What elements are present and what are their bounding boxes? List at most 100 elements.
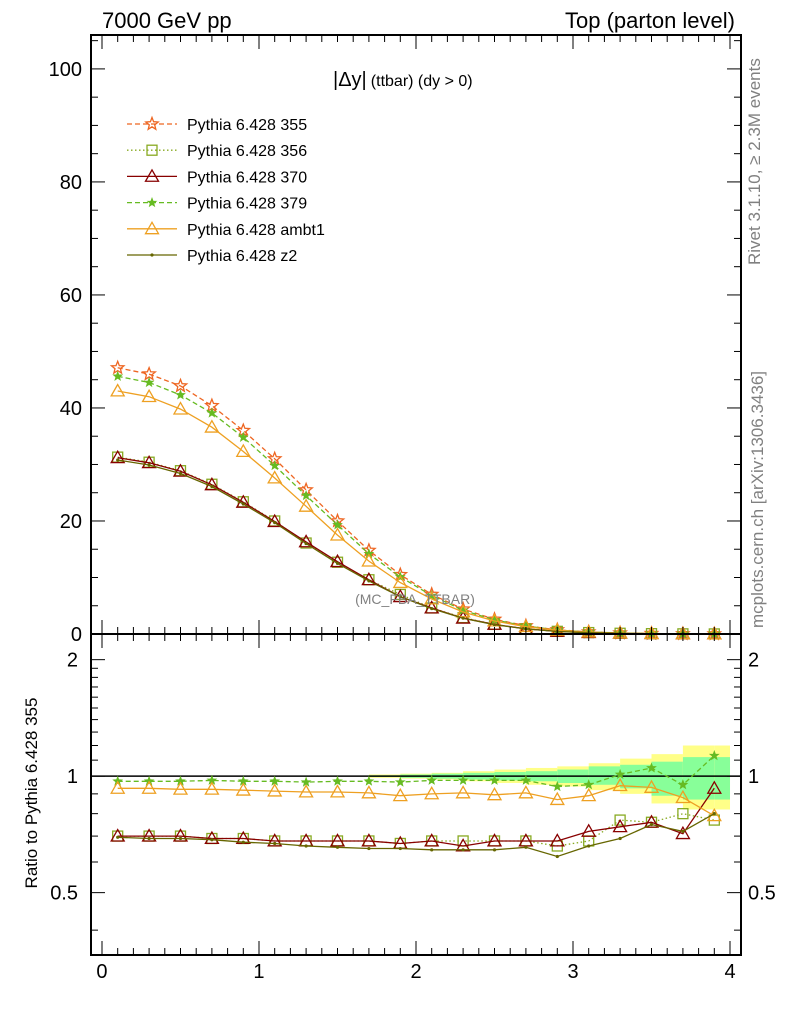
ratio-point: [424, 833, 440, 847]
x-tick-label: 3: [567, 961, 578, 983]
ratio-point: [675, 825, 691, 840]
legend-label: Pythia 6.428 379: [187, 196, 307, 213]
x-tick-label: 1: [253, 961, 264, 983]
legend-item: Pythia 6.428 379: [127, 196, 307, 213]
ratio-series-layer: [91, 749, 741, 859]
main-point: [424, 591, 440, 605]
ratio-point: [675, 789, 691, 804]
main-point: [204, 477, 220, 491]
main-point: [298, 498, 314, 512]
ratio-point: [455, 785, 471, 799]
main-point: [143, 376, 155, 388]
main-point: [172, 401, 189, 415]
ratio-point: [367, 846, 371, 851]
ratio-point: [486, 786, 503, 801]
main-point: [461, 616, 465, 620]
legend-item: Pythia 6.428 356: [127, 143, 307, 160]
main-point: [110, 383, 126, 397]
legend-label: Pythia 6.428 370: [187, 169, 307, 186]
ratio-point: [361, 833, 377, 847]
ratio-point: [706, 780, 722, 794]
ratio-point: [210, 838, 214, 842]
ratio-point: [614, 814, 626, 826]
main-point: [235, 443, 251, 457]
ratio-point: [267, 783, 283, 797]
ratio-point: [178, 836, 183, 841]
ratio-point: [141, 780, 157, 794]
ratio-point: [304, 844, 308, 848]
ratio-y-axis-label: Ratio to Pythia 6.428 355: [22, 698, 41, 889]
main-y-tick-label: 0: [71, 624, 82, 646]
main-point: [204, 419, 220, 433]
ratio-line: [117, 787, 715, 847]
main-point: [392, 574, 408, 589]
ratio-point: [141, 828, 157, 842]
ratio-point: [426, 774, 438, 785]
legend-marker: [144, 220, 160, 235]
main-panel: (MC_FBA_TTBAR) 0 20 40 60 80 100 |Δy| (ttbar)…: [49, 34, 742, 646]
main-series: [110, 449, 722, 640]
ratio-point: [204, 781, 220, 795]
ratio-series: [110, 777, 722, 822]
ratio-point: [643, 814, 660, 828]
legend-marker: [146, 144, 158, 156]
ratio-point: [392, 787, 408, 802]
ratio-point: [518, 785, 534, 799]
x-tick-label: 0: [96, 961, 107, 983]
main-series-layer: [109, 359, 723, 641]
ratio-line: [117, 813, 715, 858]
ratio-point: [430, 848, 434, 852]
ratio-point: [398, 846, 402, 851]
main-point: [110, 449, 126, 464]
ratio-point: [677, 779, 689, 790]
main-point: [329, 527, 346, 541]
ratio-point: [424, 786, 440, 800]
main-series: [116, 458, 716, 636]
ratio-point: [524, 845, 528, 849]
plot-title-rest: (ttbar) (dy > 0): [371, 73, 473, 90]
main-series: [112, 451, 720, 640]
ratio-point: [110, 828, 126, 842]
main-y-tick-label: 60: [60, 285, 82, 307]
ratio-band-inner: [682, 757, 715, 800]
main-point: [492, 623, 497, 627]
ratio-point: [646, 762, 657, 773]
ratio-point: [332, 775, 343, 786]
main-point: [392, 588, 408, 603]
ratio-point: [457, 774, 469, 785]
x-tick-label: 2: [410, 961, 421, 983]
ratio-point: [461, 848, 465, 852]
main-y-tick-label: 20: [60, 511, 82, 533]
ratio-y-tick-label-left: 0.5: [50, 883, 78, 905]
main-point: [273, 521, 277, 525]
ratio-point: [614, 768, 626, 780]
legend-label: Pythia 6.428 356: [187, 143, 307, 160]
ratio-point: [267, 833, 283, 847]
main-point: [141, 388, 157, 403]
ratio-point: [555, 854, 559, 859]
legend-label: Pythia 6.428 z2: [187, 248, 297, 265]
header-left-label: 7000 GeV pp: [102, 8, 232, 33]
main-point: [210, 484, 214, 489]
ratio-point: [241, 840, 245, 844]
main-point: [335, 561, 340, 565]
ratio-point: [612, 777, 628, 792]
legend-item: Pythia 6.428 355: [127, 115, 307, 134]
legend: Pythia 6.428 355 Pythia 6.428 356 Pythia 6…: [127, 115, 325, 265]
main-point: [175, 389, 186, 400]
ratio-point: [583, 779, 595, 790]
main-point: [112, 370, 124, 381]
main-y-tick-label: 80: [60, 172, 82, 194]
ratio-point: [298, 784, 314, 798]
ratio-axes: 0 1 2 3 4 0.5 0.5 1 1 2 2: [50, 633, 776, 983]
plot-title-main: |Δy|: [333, 69, 367, 91]
main-y-tick-label: 100: [49, 59, 82, 81]
main-point: [141, 454, 157, 469]
ratio-point: [394, 776, 406, 787]
ratio-point: [300, 776, 312, 787]
ratio-point: [649, 822, 654, 827]
ratio-point: [520, 774, 532, 785]
ratio-point: [549, 791, 565, 806]
ratio-point: [681, 829, 685, 833]
